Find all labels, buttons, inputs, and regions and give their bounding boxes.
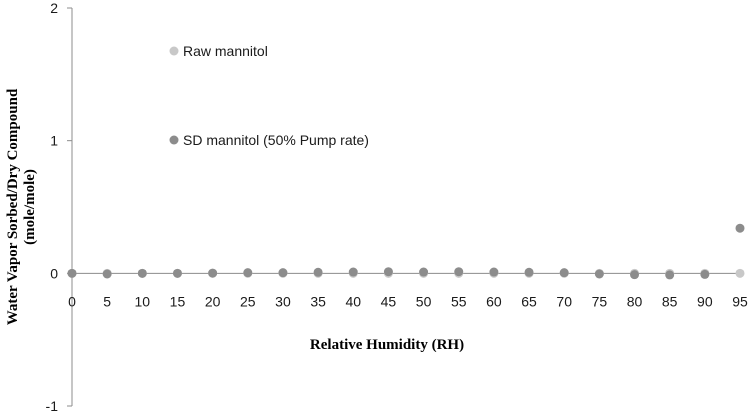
data-point-series-2: [137, 268, 147, 278]
y-tick-label: 1: [50, 133, 58, 149]
x-tick-label: 90: [697, 293, 713, 309]
legend-marker-sd-mannitol: [169, 135, 179, 145]
data-point-series-2: [489, 267, 499, 277]
data-point-series-2: [67, 268, 77, 278]
x-tick-label: 45: [381, 293, 397, 309]
y-tick-label: -1: [46, 398, 59, 413]
data-point-series-2: [348, 267, 358, 277]
legend-marker-raw-mannitol: [169, 46, 179, 56]
data-point-series-2: [102, 269, 112, 279]
data-point-series-1: [735, 268, 745, 278]
y-tick-label: 0: [50, 265, 58, 281]
x-tick-label: 10: [135, 293, 151, 309]
x-tick-label: 15: [170, 293, 186, 309]
data-point-series-2: [208, 268, 218, 278]
y-axis-title-line2: (mole/mole): [22, 169, 38, 245]
x-axis-title: Relative Humidity (RH): [310, 337, 464, 353]
x-tick-label: 25: [240, 293, 256, 309]
data-point-series-2: [594, 269, 604, 279]
data-point-series-2: [172, 268, 182, 278]
y-axis-title: Water Vapor Sorbed/Dry Compound (mole/mo…: [5, 88, 38, 325]
x-tick-label: 85: [662, 293, 678, 309]
data-point-series-2: [454, 267, 464, 277]
data-point-series-2: [524, 267, 534, 277]
data-point-series-2: [630, 270, 640, 280]
data-point-series-2: [383, 267, 393, 277]
data-points: [67, 223, 745, 280]
data-point-series-2: [665, 270, 675, 280]
legend-label-sd-mannitol: SD mannitol (50% Pump rate): [183, 132, 369, 148]
x-tick-label: 60: [486, 293, 502, 309]
x-tick-label: 35: [310, 293, 326, 309]
x-tick-label: 55: [451, 293, 467, 309]
x-tick-label: 50: [416, 293, 432, 309]
x-tick-label: 20: [205, 293, 221, 309]
x-tick-label: 0: [68, 293, 76, 309]
legend: Raw mannitol SD mannitol (50% Pump rate): [169, 43, 369, 148]
x-tick-label: 70: [556, 293, 572, 309]
legend-label-raw-mannitol: Raw mannitol: [183, 43, 268, 59]
x-tick-label: 40: [345, 293, 361, 309]
axes: [67, 7, 740, 407]
y-tick-label: 2: [50, 0, 58, 16]
data-point-series-2: [419, 267, 429, 277]
x-tick-label: 5: [103, 293, 111, 309]
x-tick-label: 30: [275, 293, 291, 309]
x-tick-label: 95: [732, 293, 748, 309]
y-axis-title-line1: Water Vapor Sorbed/Dry Compound: [5, 88, 21, 325]
data-point-series-2: [243, 268, 253, 278]
data-point-series-2: [559, 268, 569, 278]
data-point-series-2: [313, 267, 323, 277]
data-point-series-2: [735, 223, 745, 233]
data-point-series-2: [278, 268, 288, 278]
data-point-series-2: [700, 269, 710, 279]
x-tick-label: 75: [592, 293, 608, 309]
x-tick-label: 65: [521, 293, 537, 309]
x-tick-label: 80: [627, 293, 643, 309]
